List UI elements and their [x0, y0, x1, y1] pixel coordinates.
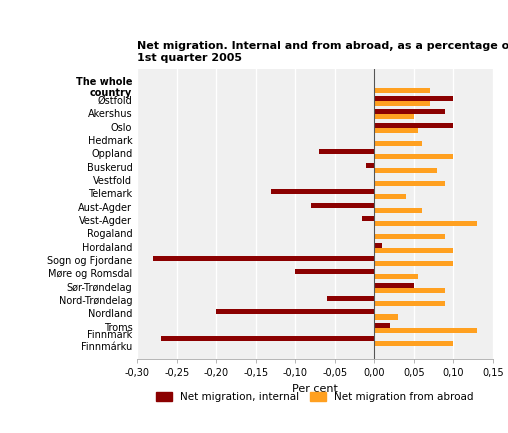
- Bar: [374, 242, 382, 248]
- Bar: [374, 109, 446, 114]
- Text: Net migration. Internal and from abroad, as a percentage of population.
1st quar: Net migration. Internal and from abroad,…: [137, 41, 508, 63]
- Bar: [374, 221, 477, 226]
- Legend: Net migration, internal, Net migration from abroad: Net migration, internal, Net migration f…: [152, 388, 478, 407]
- Bar: [327, 296, 374, 301]
- Bar: [374, 283, 414, 288]
- Bar: [295, 269, 374, 275]
- Bar: [319, 149, 374, 154]
- Bar: [374, 114, 414, 120]
- Bar: [374, 234, 446, 239]
- Bar: [311, 203, 374, 208]
- Bar: [362, 216, 374, 221]
- Bar: [374, 301, 446, 306]
- X-axis label: Per cent: Per cent: [292, 384, 338, 394]
- Bar: [374, 141, 422, 146]
- Bar: [374, 323, 390, 328]
- Bar: [216, 309, 374, 314]
- Bar: [374, 154, 453, 159]
- Bar: [374, 328, 477, 333]
- Bar: [374, 128, 418, 132]
- Bar: [374, 181, 446, 186]
- Bar: [374, 275, 418, 279]
- Bar: [153, 256, 374, 261]
- Bar: [374, 96, 453, 101]
- Bar: [374, 248, 453, 253]
- Bar: [374, 168, 437, 173]
- Bar: [374, 341, 453, 346]
- Bar: [374, 288, 446, 293]
- Bar: [366, 162, 374, 168]
- Bar: [271, 189, 374, 194]
- Bar: [374, 101, 430, 106]
- Bar: [374, 194, 406, 199]
- Bar: [374, 208, 422, 213]
- Bar: [161, 336, 374, 341]
- Bar: [374, 123, 453, 128]
- Bar: [374, 314, 398, 320]
- Bar: [374, 87, 430, 93]
- Bar: [374, 261, 453, 266]
